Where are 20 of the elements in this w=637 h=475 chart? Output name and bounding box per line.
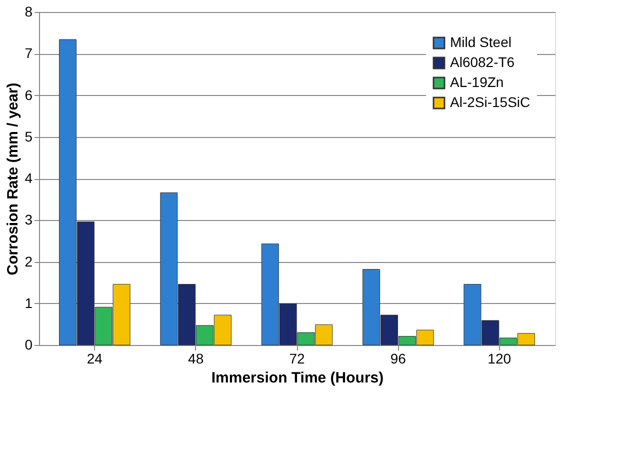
x-tick-label: 72 xyxy=(289,350,305,366)
legend-label: Al6082-T6 xyxy=(450,54,515,70)
x-tick-label: 24 xyxy=(86,350,103,366)
y-tick-label: 0 xyxy=(24,336,33,352)
x-axis-title: Immersion Time (Hours) xyxy=(211,370,384,386)
y-tick-label: 3 xyxy=(24,212,33,228)
x-tick-label: 96 xyxy=(390,350,406,366)
y-tick-label: 4 xyxy=(24,170,33,186)
y-tick-label: 2 xyxy=(24,253,33,270)
legend-label: Mild Steel xyxy=(450,34,512,50)
legend-label: AL-19Zn xyxy=(450,74,504,90)
y-axis-title: Corrosion Rate (mm / year) xyxy=(4,82,22,276)
y-tick-label: 6 xyxy=(24,86,33,103)
y-tick-label: 7 xyxy=(24,45,33,62)
y-tick-label: 5 xyxy=(24,128,33,144)
x-tick-label: 120 xyxy=(488,350,512,366)
y-tick-label: 1 xyxy=(24,294,33,311)
y-tick-label: 8 xyxy=(24,4,33,20)
legend-label: Al-2Si-15SiC xyxy=(450,94,530,110)
x-tick-label: 48 xyxy=(188,350,204,366)
